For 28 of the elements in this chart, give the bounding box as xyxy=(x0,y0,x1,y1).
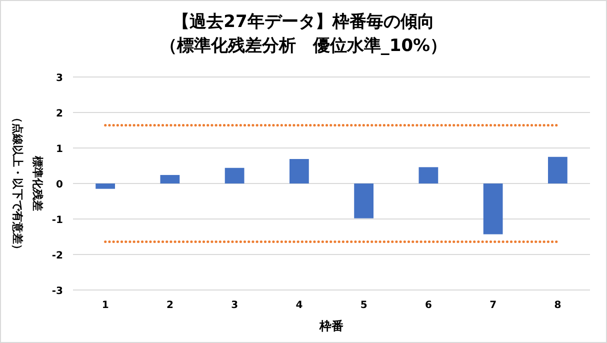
y-tick-label: -1 xyxy=(52,215,64,226)
bar xyxy=(483,184,503,234)
chart-subtitle: （標準化残差分析 優位水準_10%） xyxy=(160,36,448,56)
y-tick-label: -2 xyxy=(52,250,64,262)
y-tick-label: 2 xyxy=(56,108,64,120)
bar xyxy=(160,174,180,184)
y-axis-title: 標準化残差 xyxy=(31,155,44,211)
y-tick-label: 3 xyxy=(56,73,64,84)
bar xyxy=(224,168,244,184)
bar xyxy=(354,184,374,218)
x-tick-label: 6 xyxy=(424,300,432,311)
x-tick-label: 8 xyxy=(554,300,562,311)
bar xyxy=(96,184,116,189)
x-tick-label: 4 xyxy=(296,300,303,311)
x-axis-title: 枠番 xyxy=(318,319,344,333)
x-tick-label: 2 xyxy=(166,300,174,311)
y-tick-label: 1 xyxy=(56,144,64,155)
y-tick-label: -3 xyxy=(52,286,64,297)
bar xyxy=(548,156,568,184)
x-tick-label: 5 xyxy=(360,300,368,311)
x-tick-label: 1 xyxy=(102,300,109,311)
chart-title: 【過去27年データ】枠番毎の傾向 xyxy=(172,12,434,32)
y-tick-label: 0 xyxy=(56,180,64,190)
x-tick-label: 3 xyxy=(231,300,238,311)
x-tick-label: 7 xyxy=(490,300,497,311)
bar xyxy=(418,167,438,184)
bar xyxy=(289,159,309,184)
text: （点線以上・以下で有意差） xyxy=(11,112,24,255)
